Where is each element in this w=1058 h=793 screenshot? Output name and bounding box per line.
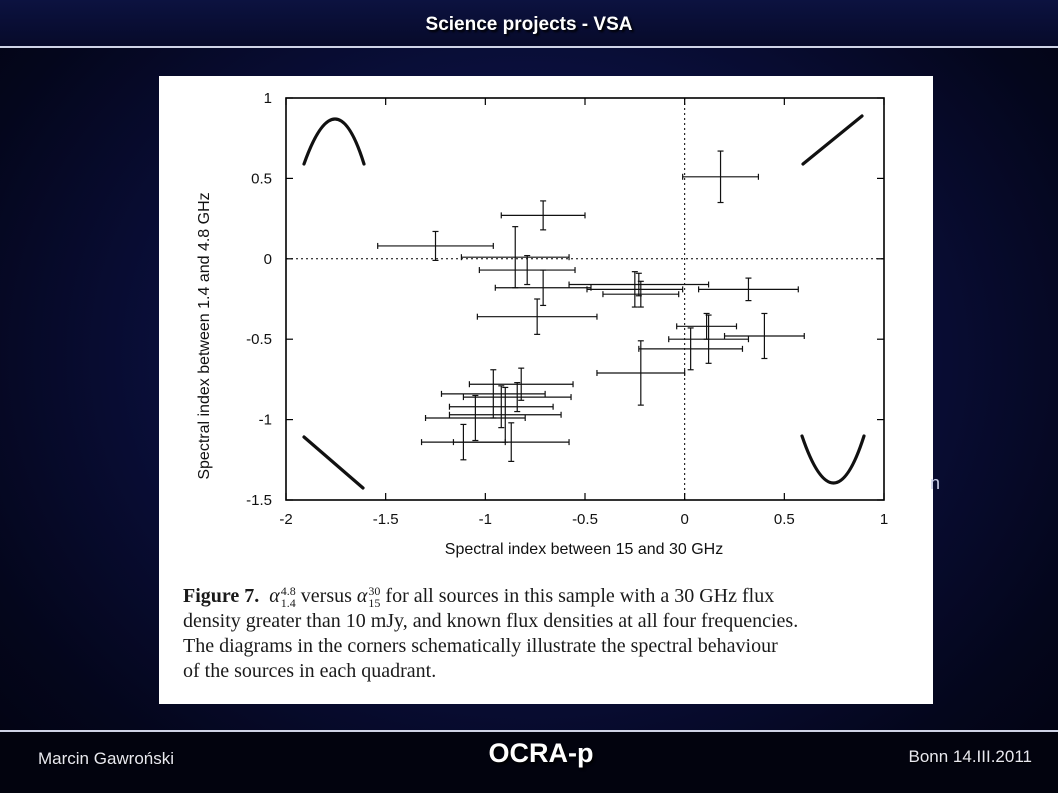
slide-title: Science projects - VSA — [425, 14, 633, 35]
data-point — [682, 150, 760, 204]
data-point — [468, 367, 574, 401]
data-point — [478, 254, 576, 286]
x-tick-label: 0 — [680, 511, 688, 528]
data-point — [698, 277, 799, 302]
data-point — [500, 200, 586, 231]
alpha-indices-1: 4.8 1.4 — [281, 585, 296, 609]
y-tick-label: -1 — [259, 412, 272, 429]
figure-panel: Spectral index between 1.4 and 4.8 GHz S… — [159, 76, 933, 704]
y-tick-label: 1 — [264, 90, 272, 107]
data-point — [586, 271, 684, 308]
data-point — [476, 298, 598, 335]
x-axis-label: Spectral index between 15 and 30 GHz — [445, 541, 723, 558]
data-point — [424, 394, 526, 442]
versus-text: versus — [300, 585, 352, 607]
y-tick-label: -1.5 — [246, 492, 272, 509]
data-point — [568, 272, 710, 297]
figure-caption: Figure 7. α 4.8 1.4 versus α 30 15 for all s… — [183, 584, 923, 684]
scatter-chart: Spectral index between 1.4 and 4.8 GHz S… — [196, 90, 888, 558]
data-point — [448, 386, 562, 443]
rising-spectrum-glyph — [801, 114, 864, 166]
y-axis-label: Spectral index between 1.4 and 4.8 GHz — [196, 192, 213, 479]
data-point — [638, 327, 744, 371]
y-tick-label: 0 — [264, 251, 272, 268]
top-divider — [0, 46, 1058, 48]
x-tick-label: 1 — [880, 511, 888, 528]
alpha-sup-1: 4.8 — [280, 584, 296, 599]
figure-label: Figure 7. — [183, 585, 260, 607]
caption-line-4: of the sources in each quadrant. — [183, 660, 437, 683]
data-point — [494, 269, 592, 307]
caption-line-2: density greater than 10 mJy, and known f… — [183, 610, 799, 633]
alpha-sub-1: 1.4 — [280, 596, 296, 611]
x-tick-label: -1.5 — [373, 511, 399, 528]
y-tick-label: 0.5 — [251, 170, 272, 187]
u-shaped-spectrum-glyph — [800, 434, 866, 485]
top-bar — [0, 0, 1058, 46]
x-tick-label: -1 — [479, 511, 492, 528]
footer — [0, 732, 1058, 793]
y-tick-label: -0.5 — [246, 331, 272, 348]
bottom-divider — [0, 730, 1058, 732]
data-point — [448, 385, 554, 429]
alpha-symbol: α — [269, 585, 280, 607]
data-point — [452, 422, 570, 463]
data-point — [602, 280, 680, 308]
presentation-date: Bonn 14.III.2011 — [908, 747, 1032, 766]
peaked-spectrum-glyph — [302, 117, 366, 166]
data-point — [676, 312, 738, 340]
plot-frame — [285, 97, 885, 501]
caption-line-3: The diagrams in the corners schematicall… — [183, 635, 778, 658]
alpha-symbol-2: α — [356, 585, 368, 607]
data-point — [440, 369, 546, 419]
data-point — [462, 382, 572, 413]
data-point — [596, 340, 686, 406]
alpha-sup-2: 30 — [368, 584, 381, 599]
stray-text: n — [930, 473, 941, 493]
alpha-sub-2: 15 — [368, 596, 381, 611]
caption-line-1-rest: for all sources in this sample with a 30… — [385, 585, 775, 607]
falling-spectrum-glyph — [302, 435, 365, 490]
x-tick-label: -2 — [279, 511, 292, 528]
caption-line-1: Figure 7. α 4.8 1.4 versus α 30 15 for all s… — [183, 584, 923, 609]
data-point — [460, 226, 570, 289]
x-tick-label: -0.5 — [572, 511, 598, 528]
author-name: Marcin Gawroński — [38, 749, 175, 768]
alpha-indices-2: 30 15 — [368, 585, 380, 609]
x-tick-label: 0.5 — [774, 511, 795, 528]
project-title: OCRA-p — [488, 738, 594, 768]
data-point — [723, 312, 805, 360]
data-point — [377, 230, 494, 262]
data-point — [668, 314, 750, 364]
